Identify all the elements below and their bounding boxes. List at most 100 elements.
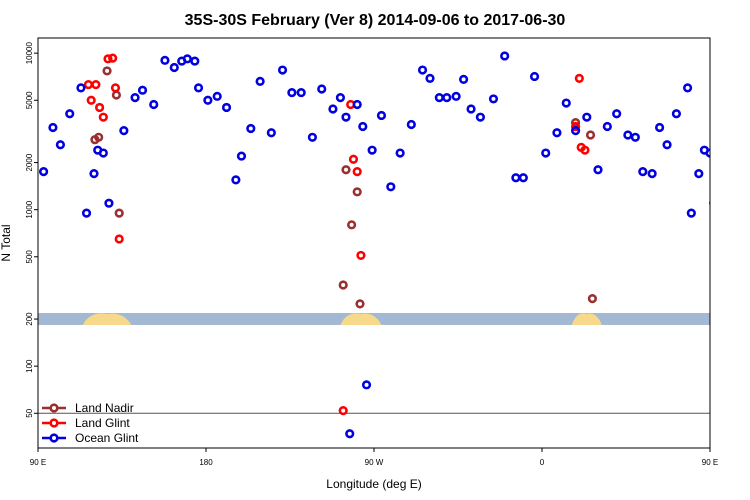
data-point [602, 121, 612, 132]
data-point [561, 98, 571, 108]
data-point [355, 299, 365, 309]
y-axis: 50 100 200 500 1000 2000 5000 10000 [25, 41, 38, 418]
data-point [345, 429, 355, 439]
data-point [55, 140, 66, 150]
legend-marker [49, 433, 59, 443]
map-land-australia [82, 313, 132, 325]
data-point [114, 208, 124, 218]
data-point [102, 66, 112, 76]
data-point [511, 173, 521, 183]
data-point [623, 130, 633, 140]
y-tick-label: 100 [25, 359, 34, 373]
series-ocean-glint [38, 51, 749, 439]
data-point [395, 148, 405, 158]
data-point [593, 165, 603, 175]
data-point [417, 65, 428, 75]
data-point [570, 126, 581, 136]
data-point [86, 95, 96, 105]
data-point [307, 132, 318, 142]
data-point [742, 87, 749, 94]
data-point [406, 119, 416, 130]
data-point [475, 112, 486, 122]
data-point [169, 62, 179, 73]
data-point [236, 151, 247, 161]
data-point [266, 128, 276, 138]
data-point [338, 406, 348, 416]
data-point [686, 208, 696, 218]
data-point [193, 83, 204, 93]
data-point [724, 127, 731, 134]
data-point [671, 109, 682, 119]
data-point [587, 294, 598, 304]
data-point [654, 122, 665, 133]
data-point [277, 65, 288, 75]
data-point [48, 122, 58, 133]
data-point [317, 84, 327, 94]
y-tick-label: 500 [25, 250, 34, 264]
data-point [108, 53, 118, 63]
data-point [104, 198, 114, 208]
legend-label: Land Nadir [75, 401, 134, 415]
data-point [338, 280, 348, 290]
data-point [425, 73, 435, 83]
data-point [630, 132, 640, 142]
data-point [231, 175, 241, 185]
data-point [367, 145, 377, 155]
x-tick-label: 180 [199, 458, 213, 467]
data-point [94, 132, 104, 142]
data-point [110, 83, 121, 93]
data-point [137, 85, 148, 95]
data-point [348, 154, 359, 164]
y-tick-label: 5000 [25, 91, 34, 109]
data-point [352, 167, 362, 177]
data-point [500, 51, 510, 61]
y-tick-label: 10000 [25, 41, 34, 64]
data-point [149, 99, 159, 110]
data-point [296, 87, 306, 98]
legend-label: Land Glint [75, 416, 130, 430]
data-point [662, 140, 672, 150]
data-point [89, 169, 99, 179]
y-tick-label: 50 [25, 408, 34, 417]
data-points [38, 51, 749, 439]
data-point [352, 187, 362, 197]
data-point [98, 148, 108, 158]
data-point [582, 112, 592, 122]
data-point [160, 55, 170, 65]
data-point [356, 250, 366, 261]
data-point [451, 91, 461, 101]
data-point [638, 167, 648, 177]
data-point [203, 95, 213, 105]
y-tick-label: 1000 [25, 200, 34, 218]
world-map-band [38, 313, 710, 325]
data-point [246, 123, 256, 134]
x-axis: 90 E 180 90 W 0 90 E [30, 448, 718, 467]
data-point [287, 87, 297, 98]
data-point [442, 93, 452, 103]
data-point [328, 104, 338, 114]
data-point [647, 169, 657, 179]
data-point [518, 173, 528, 183]
x-tick-label: 90 E [702, 458, 718, 467]
data-point [114, 234, 124, 244]
data-point [386, 182, 396, 192]
data-point [585, 130, 596, 140]
data-point [182, 54, 192, 64]
data-point [731, 94, 738, 101]
data-point [119, 126, 129, 136]
x-tick-label: 90 W [365, 458, 384, 467]
data-point [76, 83, 86, 93]
chart-title: 35S-30S February (Ver 8) 2014-09-06 to 2… [185, 12, 566, 29]
data-point [190, 56, 200, 66]
data-point [552, 128, 562, 138]
data-point [347, 220, 357, 230]
legend-item-ocean-glint: Ocean Glint [42, 431, 139, 445]
data-point [705, 148, 710, 158]
data-point [570, 121, 581, 132]
y-tick-label: 200 [25, 312, 34, 326]
data-point [709, 200, 710, 206]
data-point [255, 76, 265, 87]
data-point [352, 99, 362, 110]
